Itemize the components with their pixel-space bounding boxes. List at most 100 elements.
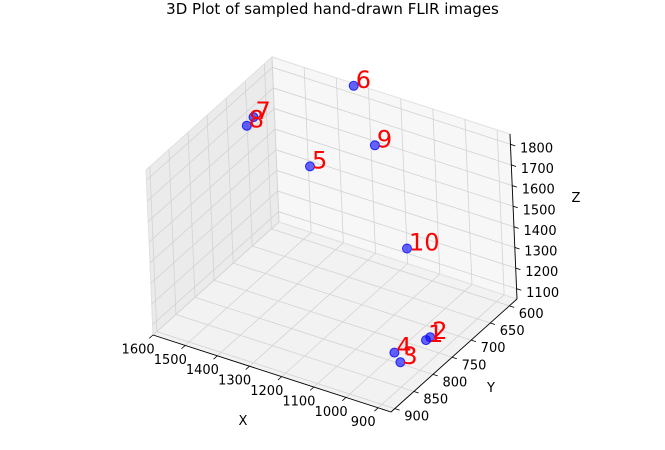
x-tick-label: 1300 — [218, 374, 251, 389]
y-grid-line — [168, 149, 177, 315]
y-tick-mark — [432, 373, 438, 377]
y-axis-label: Y — [486, 381, 495, 396]
z-tick-label: 1400 — [524, 224, 557, 239]
x-grid-line — [217, 242, 344, 357]
y-tick-label: 800 — [442, 375, 467, 390]
data-point — [348, 80, 359, 91]
y-tick-mark — [490, 322, 496, 325]
z-tick-mark — [512, 205, 518, 209]
z-tick-mark — [512, 185, 518, 188]
x-grid-line — [345, 284, 473, 398]
y-tick-mark — [451, 356, 457, 360]
data-point — [395, 357, 406, 368]
z-grid-line — [274, 128, 514, 207]
x-grid-line — [313, 273, 441, 388]
x-grid-line — [335, 77, 344, 243]
point-label: 1 — [428, 320, 443, 348]
y-grid-line — [194, 296, 434, 375]
z-grid-line — [151, 190, 278, 305]
data-point — [305, 161, 315, 172]
z-tick-mark — [515, 267, 521, 270]
chart-title: 3D Plot of sampled hand-drawn FLIR image… — [166, 0, 499, 18]
data-point — [241, 120, 252, 131]
x-tick-mark — [374, 407, 379, 412]
y-grid-line — [244, 80, 253, 246]
z-tick-mark — [514, 247, 520, 250]
point-label: 4 — [396, 333, 411, 361]
z-grid-line — [273, 87, 512, 166]
y-grid-line — [233, 262, 472, 341]
y-tick-mark — [413, 391, 419, 394]
x-grid-line — [303, 67, 312, 233]
x-grid-line — [496, 129, 505, 295]
point-label: 6 — [356, 66, 371, 94]
z-grid-line — [149, 149, 277, 264]
z-tick-label: 1700 — [521, 162, 554, 177]
z-grid-line — [150, 170, 278, 284]
y-tick-label: 750 — [462, 358, 487, 373]
y-tick-label: 700 — [481, 341, 506, 356]
x-grid-line — [184, 232, 312, 346]
grid-lines — [146, 56, 517, 409]
x-grid-line — [464, 119, 473, 285]
tick-labels: 1600150014001300120011001000900600650700… — [122, 141, 560, 430]
z-tick-label: 1300 — [524, 245, 557, 260]
y-tick-label: 650 — [500, 324, 525, 339]
z-tick-mark — [516, 288, 522, 291]
x-tick-mark — [213, 355, 218, 360]
x-grid-line — [400, 98, 409, 264]
x-tick-mark — [341, 397, 347, 402]
x-tick-mark — [309, 386, 315, 391]
point-label: 10 — [409, 229, 440, 257]
z-tick-label: 1500 — [523, 203, 556, 218]
x-tick-label: 1600 — [122, 342, 155, 357]
point-label: 2 — [432, 317, 447, 345]
data-point — [248, 112, 259, 123]
y-grid-line — [225, 98, 234, 264]
z-grid-line — [276, 170, 515, 248]
y-grid-line — [263, 63, 272, 229]
x-tick-mark — [277, 376, 282, 381]
x-tick-mark — [149, 334, 154, 339]
y-grid-line — [187, 132, 196, 298]
z-grid-line — [147, 87, 274, 202]
z-tick-label: 1100 — [526, 286, 559, 301]
y-grid-line — [156, 331, 395, 409]
z-grid-line — [146, 67, 273, 181]
z-tick-mark — [511, 164, 517, 167]
x-grid-line — [249, 252, 376, 367]
x-tick-label: 1000 — [315, 405, 348, 420]
x-axis-line — [152, 334, 392, 413]
y-axis-line — [390, 298, 518, 413]
y-grid-line — [206, 115, 215, 281]
x-tick-mark — [181, 345, 186, 350]
x-grid-line — [377, 294, 505, 409]
point-label: 3 — [402, 342, 417, 370]
axes — [149, 133, 522, 413]
x-tick-label: 1100 — [282, 394, 315, 409]
point-label: 7 — [256, 97, 271, 125]
z-tick-mark — [510, 143, 516, 147]
x-tick-label: 1200 — [250, 384, 283, 399]
data-point — [369, 140, 380, 151]
z-grid-line — [275, 149, 515, 228]
x-grid-line — [368, 88, 376, 254]
z-grid-line — [148, 128, 276, 243]
data-point — [402, 243, 412, 254]
x-tick-label: 1500 — [154, 353, 187, 368]
z-grid-line — [278, 211, 517, 290]
x-tick-mark — [245, 365, 250, 370]
y-tick-mark — [509, 305, 515, 308]
y-grid-line — [149, 166, 158, 332]
z-grid-line — [274, 108, 513, 186]
data-point — [425, 332, 436, 343]
data-point — [389, 347, 400, 358]
z-grid-line — [147, 108, 275, 222]
y-grid-line — [271, 228, 510, 307]
y-tick-label: 900 — [404, 410, 429, 425]
data-points — [241, 80, 436, 368]
z-axis-label: Z — [572, 191, 581, 206]
x-grid-line — [432, 109, 441, 275]
